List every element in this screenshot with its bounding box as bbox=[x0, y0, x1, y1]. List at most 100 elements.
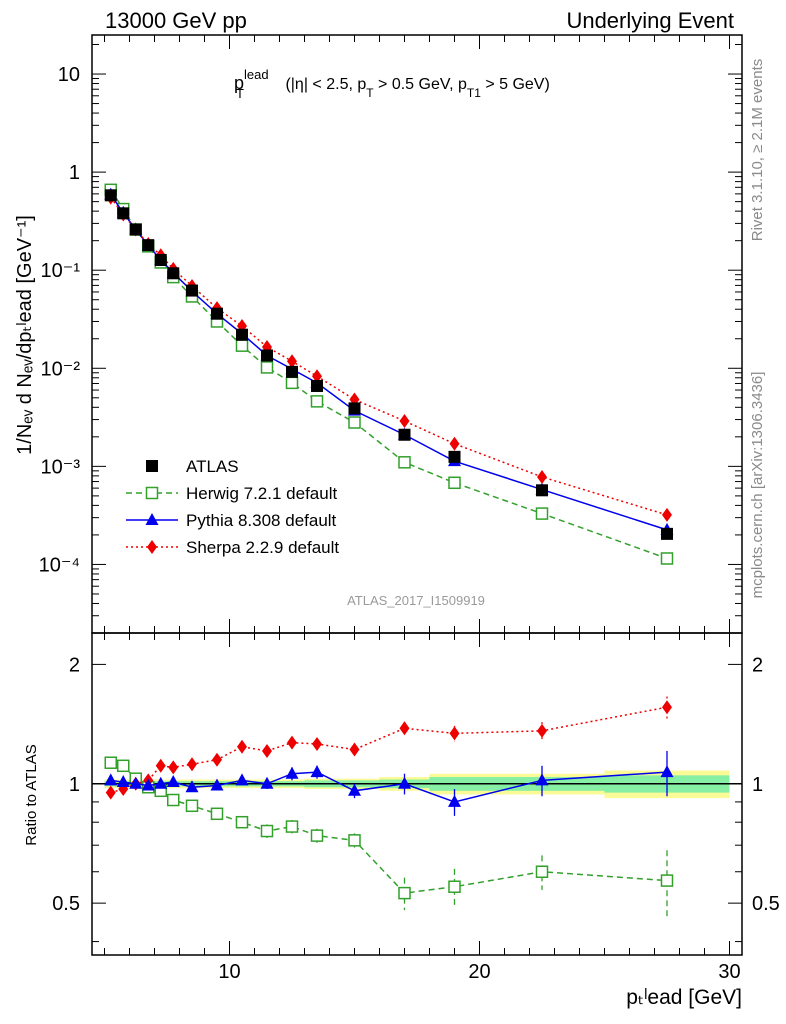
ratio-frame-border bbox=[91, 632, 743, 956]
herwig-ratio-point bbox=[210, 807, 224, 821]
x-axis-label: pₜˡead [GeV] bbox=[626, 986, 742, 1009]
legend-label-pythia: Pythia 8.308 default bbox=[186, 511, 337, 530]
sherpa-ratio-point bbox=[312, 736, 322, 751]
legend-label-herwig: Herwig 7.2.1 default bbox=[186, 484, 337, 503]
legend-marker-herwig bbox=[145, 486, 159, 500]
herwig-ratio-point bbox=[310, 829, 324, 842]
herwig-main-point bbox=[285, 376, 299, 390]
ratio-plot-frame bbox=[91, 632, 743, 956]
atlas-main-point bbox=[661, 527, 673, 540]
atlas-main-point bbox=[104, 189, 117, 202]
ratio-y-tick-label: 0.5 bbox=[52, 893, 80, 915]
herwig-main-point bbox=[235, 339, 249, 352]
legend: ATLAS Herwig 7.2.1 default Pythia 8.308 de… bbox=[126, 457, 339, 557]
herwig-ratio-point bbox=[660, 874, 674, 887]
pythia-ratio-point bbox=[310, 765, 324, 778]
herwig-ratio-point bbox=[260, 824, 274, 838]
plot-title: plead T (|η| < 2.5, pT > 0.5 GeV, pT1 > 5… bbox=[234, 67, 550, 101]
ratio-y-tick-label-right: 2 bbox=[752, 654, 763, 676]
atlas-main-point bbox=[117, 207, 130, 220]
atlas-main-point bbox=[286, 365, 298, 378]
atlas-main-point bbox=[142, 239, 155, 252]
ratio-y-tick-label-right: 0.5 bbox=[752, 893, 780, 915]
analysis-id: ATLAS_2017_I1509919 bbox=[347, 593, 485, 608]
legend-marker-atlas bbox=[146, 460, 158, 472]
mcplots-label: mcplots.cern.ch [arXiv:1306.3436] bbox=[749, 372, 766, 599]
ratio-y-tick-label-right: 1 bbox=[752, 774, 763, 796]
sherpa-main-line bbox=[110, 197, 668, 516]
ratio-y-tick-label: 2 bbox=[69, 654, 80, 676]
axis-ticks bbox=[92, 35, 742, 955]
tick-labels: 10 20 30 10 1 10⁻¹ 10⁻² 10⁻³ 10⁻⁴ 2 2 1 1 0.5 0.5 bbox=[39, 64, 780, 983]
atlas-main-point bbox=[398, 428, 411, 441]
sherpa-ratio-point bbox=[187, 757, 197, 772]
atlas-main-point bbox=[261, 349, 273, 362]
atlas-main-point bbox=[348, 402, 361, 415]
pythia-ratio-point bbox=[235, 773, 249, 786]
sherpa-ratio-point bbox=[105, 785, 116, 800]
sherpa-ratio-point bbox=[537, 723, 547, 738]
sherpa-ratio-point bbox=[212, 752, 222, 767]
sherpa-ratio-point bbox=[662, 700, 672, 715]
main-y-tick-label: 10⁻¹ bbox=[41, 260, 81, 282]
atlas-main-point bbox=[311, 379, 323, 392]
main-y-axis-label: 1/Nₑᵥ d Nₑᵥ/dpₜˡead [GeV⁻¹] bbox=[14, 215, 36, 455]
atlas-main-point bbox=[167, 267, 180, 280]
pythia-ratio-point bbox=[285, 766, 299, 779]
atlas-main-point bbox=[211, 307, 223, 320]
sherpa-main-point bbox=[399, 414, 410, 429]
pythia-ratio-point bbox=[116, 775, 130, 788]
ratio-series-layer bbox=[104, 696, 674, 918]
main-y-tick-label: 10⁻³ bbox=[41, 456, 81, 478]
herwig-main-point bbox=[535, 507, 549, 520]
sherpa-main-point bbox=[537, 469, 547, 484]
pythia-ratio-point bbox=[104, 773, 118, 786]
sherpa-ratio-point bbox=[168, 760, 179, 775]
herwig-main-point bbox=[448, 476, 461, 490]
x-tick-label: 30 bbox=[718, 961, 740, 983]
sherpa-main-point bbox=[662, 507, 672, 522]
legend-label-atlas: ATLAS bbox=[186, 457, 239, 476]
pythia-ratio-point bbox=[154, 776, 168, 789]
pythia-main-line bbox=[110, 194, 668, 531]
pythia-ratio-point bbox=[210, 778, 224, 791]
main-y-tick-label: 10⁻⁴ bbox=[39, 554, 80, 576]
pythia-ratio-point bbox=[166, 775, 180, 788]
pythia-ratio-point bbox=[185, 780, 199, 793]
atlas-main-point bbox=[154, 254, 167, 267]
pythia-ratio-point bbox=[660, 765, 674, 778]
rivet-version-label: Rivet 3.1.10, ≥ 2.1M events bbox=[749, 59, 766, 242]
pythia-ratio-point bbox=[260, 776, 274, 789]
herwig-ratio-point bbox=[104, 756, 117, 769]
legend-marker-sherpa bbox=[147, 540, 157, 554]
sherpa-ratio-point bbox=[237, 739, 247, 754]
herwig-ratio-point bbox=[285, 820, 299, 833]
legend-label-sherpa: Sherpa 2.2.9 default bbox=[186, 538, 339, 557]
sherpa-ratio-point bbox=[262, 743, 272, 758]
ratio-y-tick-label: 1 bbox=[69, 774, 80, 796]
header-left: 13000 GeV pp bbox=[105, 8, 247, 33]
atlas-main-point bbox=[186, 284, 198, 297]
atlas-main-point bbox=[448, 450, 461, 463]
pythia-ratio-point bbox=[348, 783, 361, 796]
herwig-ratio-point bbox=[117, 759, 130, 773]
header-right: Underlying Event bbox=[566, 8, 734, 33]
sherpa-main-point bbox=[449, 436, 460, 451]
herwig-main-point bbox=[660, 552, 674, 565]
main-y-tick-label: 10⁻² bbox=[41, 358, 81, 380]
sherpa-ratio-point bbox=[287, 735, 297, 750]
herwig-main-point bbox=[348, 416, 361, 429]
pythia-ratio-point bbox=[535, 773, 549, 786]
atlas-main-point bbox=[129, 223, 142, 236]
main-series-layer bbox=[104, 183, 674, 565]
main-y-tick-label: 1 bbox=[69, 162, 80, 184]
sherpa-main-point bbox=[312, 369, 322, 384]
legend-marker-pythia bbox=[145, 513, 159, 525]
herwig-ratio-point bbox=[167, 793, 180, 807]
herwig-ratio-point bbox=[235, 815, 249, 829]
herwig-ratio-point bbox=[448, 880, 461, 893]
main-y-tick-label: 10 bbox=[58, 64, 80, 86]
sherpa-ratio-point bbox=[399, 721, 410, 736]
x-tick-label: 10 bbox=[218, 961, 240, 983]
